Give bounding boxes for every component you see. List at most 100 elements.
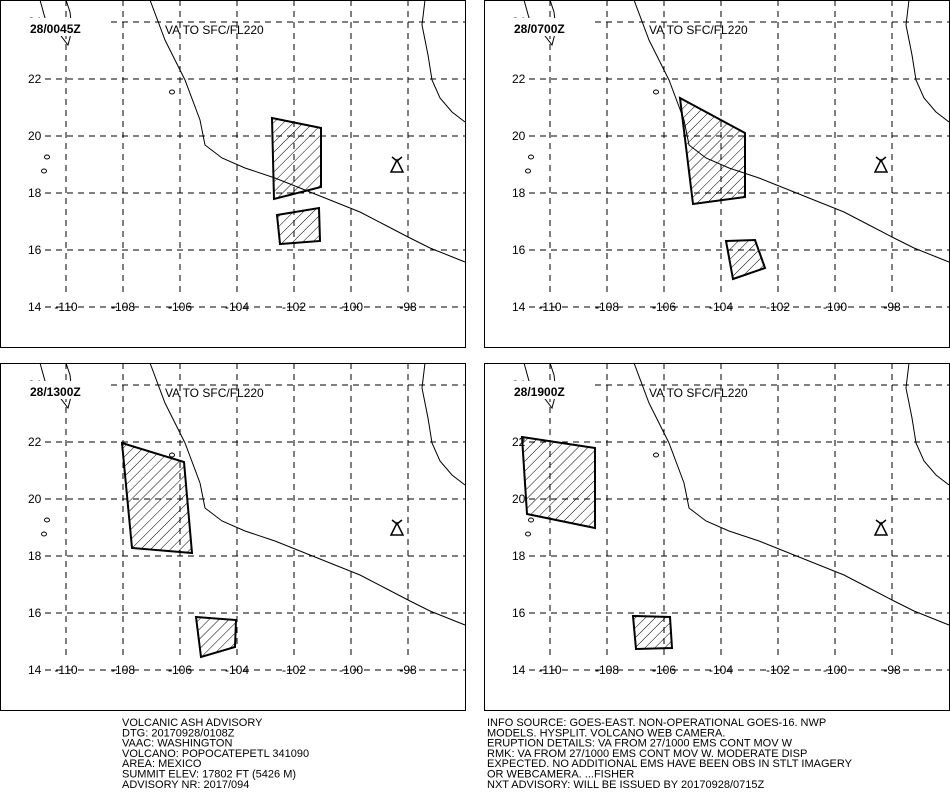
lat-label: 22	[512, 72, 526, 86]
lat-label: 14	[28, 663, 42, 677]
advisory-line: AREA: MEXICO	[122, 758, 202, 770]
advisory-line: NXT ADVISORY: WILL BE ISSUED BY 20170928…	[487, 779, 764, 791]
panel-frame	[484, 363, 950, 711]
ash-area	[678, 96, 746, 206]
coastline	[633, 362, 950, 626]
ash-area	[120, 441, 194, 555]
lat-label: 20	[28, 129, 42, 143]
advisory-line: VOLCANIC ASH ADVISORY	[122, 717, 263, 729]
volcano-symbol	[873, 519, 889, 536]
lat-label: 20	[512, 129, 526, 143]
lat-label: 22	[28, 72, 42, 86]
ash-area	[631, 614, 674, 651]
island	[44, 517, 50, 523]
lon-label: -108	[595, 300, 619, 314]
volcano-symbol	[389, 156, 405, 173]
lat-label: 18	[28, 186, 42, 200]
lon-label: -108	[111, 663, 135, 677]
lon-label: -102	[282, 663, 306, 677]
coastline	[905, 362, 950, 486]
lon-label: -100	[823, 663, 847, 677]
lon-label: -106	[652, 663, 676, 677]
lat-label: 14	[28, 300, 42, 314]
lon-label: -102	[766, 300, 790, 314]
lon-label: -100	[823, 300, 847, 314]
lat-label: 18	[28, 549, 42, 563]
panel-frame	[0, 0, 466, 348]
lon-label: -100	[339, 663, 363, 677]
lon-label: -110	[538, 663, 561, 677]
island	[41, 531, 47, 537]
advisory-line: VAAC: WASHINGTON	[122, 738, 232, 750]
coastline	[633, 0, 950, 263]
lat-label: 16	[512, 243, 526, 257]
island	[169, 89, 175, 95]
map-panel: 242220181614-110-108-106-104-102-100-982…	[0, 0, 466, 348]
ash-level: VA TO SFC/FL220	[649, 386, 748, 400]
ash-level: VA TO SFC/FL220	[165, 386, 264, 400]
advisory-line: INFO SOURCE: GOES-EAST. NON-OPERATIONAL …	[487, 717, 826, 729]
ash-area	[724, 238, 767, 281]
advisory-line: EXPECTED. NO ADDITIONAL EMS HAVE BEEN OB…	[487, 758, 853, 770]
valid-time: 28/0700Z	[514, 22, 565, 36]
lat-label: 18	[512, 186, 526, 200]
lat-label: 16	[28, 606, 42, 620]
lon-label: -104	[225, 300, 249, 314]
advisory-line: OR WEBCAMERA. ...FISHER	[487, 769, 634, 781]
lon-label: -104	[709, 300, 733, 314]
map-panel: 242220181614-110-108-106-104-102-100-982…	[484, 0, 950, 348]
island	[528, 154, 534, 160]
advisory-line: RMK: VA FROM 27/1000 EMS CONT MOV W. MOD…	[487, 748, 807, 760]
coastline	[149, 362, 466, 626]
advisory-line: DTG: 20170928/0108Z	[122, 727, 235, 739]
advisory-line: MODELS. HYSPLIT. VOLCANO WEB CAMERA.	[487, 727, 725, 739]
advisory-line: ADVISORY NR: 2017/094	[122, 779, 249, 791]
lat-label: 16	[28, 243, 42, 257]
lon-label: -110	[54, 663, 77, 677]
island	[44, 154, 50, 160]
valid-time: 28/1300Z	[30, 385, 81, 399]
island	[653, 452, 659, 458]
label-bg	[28, 18, 108, 36]
volcano-symbol	[873, 156, 889, 173]
ash-level: VA TO SFC/FL220	[165, 23, 264, 37]
ash-area	[520, 435, 596, 530]
lon-label: -110	[538, 300, 561, 314]
valid-time: 28/0045Z	[30, 22, 81, 36]
lon-label: -98	[883, 663, 901, 677]
lat-label: 16	[512, 606, 526, 620]
lat-label: 18	[512, 549, 526, 563]
volcano-symbol	[389, 519, 405, 536]
advisory-line: VOLCANO: POPOCATEPETL 341090	[122, 748, 309, 760]
lon-label: -104	[709, 663, 733, 677]
panel-frame	[0, 363, 466, 711]
ash-area	[194, 615, 238, 659]
coastline	[905, 0, 950, 123]
lat-label: 20	[28, 492, 42, 506]
island	[41, 168, 47, 174]
island	[525, 531, 531, 537]
lat-label: 20	[512, 492, 526, 506]
island	[525, 168, 531, 174]
lon-label: -100	[339, 300, 363, 314]
lon-label: -106	[652, 300, 676, 314]
lon-label: -108	[595, 663, 619, 677]
map-panel: 242220181614-110-108-106-104-102-100-982…	[0, 362, 466, 711]
lon-label: -98	[883, 300, 901, 314]
lon-label: -102	[766, 663, 790, 677]
valid-time: 28/1900Z	[514, 385, 565, 399]
lat-label: 14	[512, 300, 526, 314]
label-bg	[512, 18, 592, 36]
label-bg	[28, 381, 108, 399]
lat-label: 14	[512, 663, 526, 677]
lon-label: -104	[225, 663, 249, 677]
lon-label: -108	[111, 300, 135, 314]
lon-label: -106	[168, 300, 192, 314]
ash-level: VA TO SFC/FL220	[649, 23, 748, 37]
advisory-line: ERUPTION DETAILS: VA FROM 27/1000 EMS CO…	[487, 738, 793, 750]
lon-label: -98	[399, 663, 417, 677]
lon-label: -98	[399, 300, 417, 314]
island	[528, 517, 534, 523]
advisory-line: SUMMIT ELEV: 17802 FT (5426 M)	[122, 769, 296, 781]
